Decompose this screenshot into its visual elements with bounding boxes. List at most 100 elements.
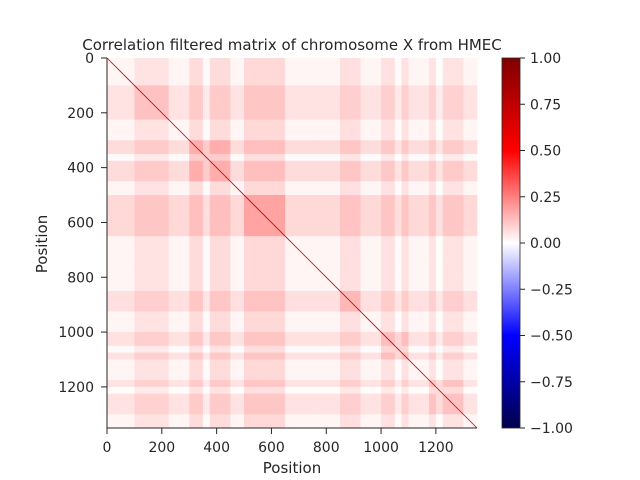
heatmap-cell	[223, 407, 231, 415]
heatmap-cell	[134, 201, 142, 210]
heatmap-cell	[168, 99, 176, 107]
heatmap-cell	[107, 78, 115, 86]
heatmap-cell	[346, 236, 355, 244]
heatmap-cell	[422, 400, 430, 408]
heatmap-cell	[470, 332, 478, 340]
heatmap-cell	[244, 85, 252, 93]
heatmap-cell	[209, 64, 218, 73]
heatmap-cell	[285, 71, 293, 79]
heatmap-cell	[120, 243, 128, 251]
heatmap-cell	[292, 236, 300, 244]
heatmap-cell	[333, 92, 341, 100]
heatmap-cell	[298, 167, 307, 175]
heatmap-cell	[367, 78, 375, 86]
heatmap-cell	[189, 208, 197, 216]
heatmap-cell	[175, 140, 183, 148]
heatmap-cell	[442, 359, 450, 367]
heatmap-cell	[223, 380, 231, 388]
heatmap-cell	[230, 112, 238, 121]
heatmap-cell	[285, 318, 293, 326]
heatmap-cell	[230, 366, 238, 374]
heatmap-cell	[216, 290, 224, 299]
heatmap-cell	[408, 188, 416, 196]
heatmap-cell	[435, 201, 444, 210]
heatmap-cell	[449, 167, 457, 175]
heatmap-cell	[435, 277, 444, 285]
heatmap-cell	[120, 270, 128, 278]
heatmap-cell	[237, 71, 245, 79]
heatmap-cell	[456, 318, 464, 326]
heatmap-cell	[134, 58, 142, 66]
heatmap-cell	[449, 332, 457, 340]
heatmap-cell	[175, 229, 183, 237]
heatmap-cell	[408, 64, 416, 73]
heatmap-cell	[333, 99, 341, 107]
heatmap-cell	[113, 140, 122, 148]
heatmap-cell	[326, 345, 334, 354]
heatmap-cell	[134, 126, 142, 134]
heatmap-cell	[456, 393, 464, 401]
heatmap-cell	[346, 311, 355, 319]
heatmap-cell	[470, 160, 478, 169]
heatmap-cell	[429, 85, 437, 93]
heatmap-cell	[202, 78, 211, 86]
heatmap-cell	[189, 345, 197, 354]
heatmap-cell	[435, 71, 444, 79]
heatmap-cell	[285, 174, 293, 182]
heatmap-cell	[244, 243, 252, 251]
heatmap-cell	[189, 386, 197, 395]
heatmap-cell	[326, 249, 334, 258]
heatmap-cell	[394, 270, 403, 278]
heatmap-cell	[127, 133, 135, 141]
heatmap-cell	[381, 325, 389, 333]
heatmap-cell	[189, 215, 197, 223]
heatmap-cell	[367, 338, 375, 347]
heatmap-cell	[435, 99, 444, 107]
heatmap-cell	[230, 147, 238, 155]
heatmap-cell	[196, 318, 204, 326]
heatmap-cell	[278, 290, 286, 299]
heatmap-cell	[278, 133, 286, 141]
heatmap-cell	[415, 393, 423, 401]
heatmap-cell	[141, 400, 149, 408]
heatmap-cell	[394, 338, 403, 347]
heatmap-cell	[470, 249, 478, 258]
heatmap-cell	[285, 407, 293, 415]
heatmap-cell	[381, 58, 389, 66]
heatmap-cell	[182, 215, 190, 223]
heatmap-cell	[230, 297, 238, 306]
heatmap-cell	[264, 92, 272, 100]
heatmap-cell	[250, 112, 259, 121]
heatmap-cell	[401, 85, 409, 93]
heatmap-cell	[271, 71, 279, 79]
heatmap-cell	[326, 105, 334, 114]
heatmap-cell	[107, 201, 115, 210]
heatmap-cell	[127, 71, 135, 79]
heatmap-cell	[415, 249, 423, 258]
heatmap-cell	[346, 167, 355, 175]
heatmap-cell	[415, 421, 423, 429]
heatmap-cell	[339, 407, 348, 415]
heatmap-cell	[264, 147, 272, 155]
heatmap-cell	[429, 393, 437, 401]
heatmap-cell	[120, 92, 128, 100]
heatmap-cell	[120, 112, 128, 121]
heatmap-cell	[401, 414, 409, 422]
heatmap-cell	[298, 345, 307, 354]
heatmap-cell	[168, 208, 176, 216]
heatmap-cell	[456, 174, 464, 182]
heatmap-cell	[285, 58, 293, 66]
colorbar-tick-label: −0.50	[530, 329, 573, 345]
heatmap-cell	[312, 147, 320, 155]
heatmap-cell	[127, 332, 135, 340]
heatmap-cell	[415, 174, 423, 182]
heatmap-cell	[408, 153, 416, 162]
heatmap-cell	[442, 119, 450, 127]
heatmap-cell	[257, 133, 265, 141]
heatmap-cell	[127, 64, 135, 73]
heatmap-cell	[168, 325, 176, 333]
heatmap-cell	[168, 290, 176, 299]
heatmap-cell	[381, 160, 389, 169]
heatmap-cell	[305, 311, 313, 319]
heatmap-cell	[429, 181, 437, 189]
